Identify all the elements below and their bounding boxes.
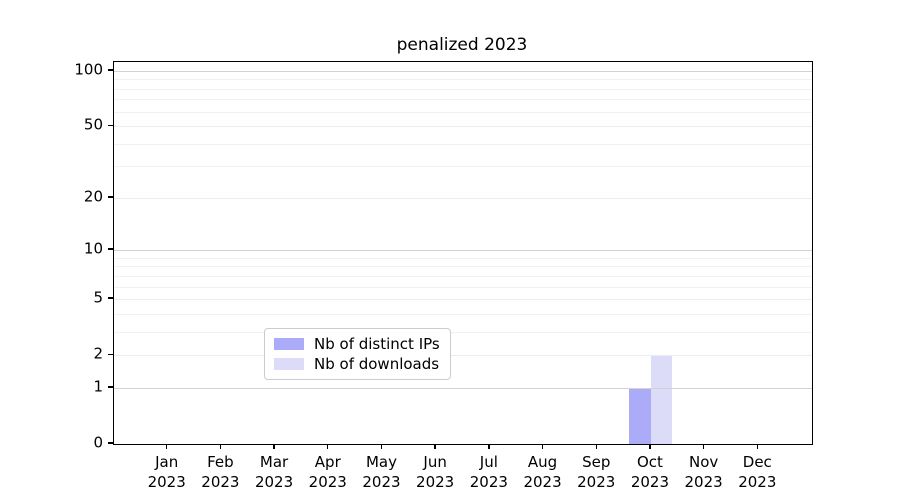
x-tick-mark-9	[595, 444, 597, 450]
gridline-y-5	[114, 299, 812, 301]
x-tick-mark-3	[273, 444, 275, 450]
y-tick-label-10: 10	[83, 239, 103, 258]
gridline-y-4	[114, 313, 812, 315]
legend-label-distinct-ips: Nb of distinct IPs	[314, 335, 440, 353]
bar-nb-of-downloads-9	[650, 355, 673, 444]
x-tick-mark-7	[488, 444, 490, 450]
x-tick-mark-6	[434, 444, 436, 450]
gridline-y-2	[114, 355, 812, 357]
y-tick-label-2: 2	[93, 344, 103, 363]
gridline-y-20	[114, 197, 812, 199]
y-tick-mark-50	[108, 124, 113, 126]
legend-label-downloads: Nb of downloads	[314, 355, 440, 373]
x-tick-label-10: Oct 2023	[630, 453, 670, 491]
x-tick-label-6: Jun 2023	[416, 453, 455, 491]
gridline-y-60	[114, 111, 812, 113]
y-tick-mark-0	[108, 442, 113, 444]
gridline-y-50	[114, 126, 812, 128]
x-tick-label-3: Mar 2023	[254, 453, 294, 491]
x-tick-mark-12	[756, 444, 758, 450]
x-tick-mark-4	[327, 444, 329, 450]
bar-nb-of-distinct-ips-9	[629, 387, 651, 444]
chart-title: penalized 2023	[396, 35, 528, 55]
x-tick-mark-1	[165, 444, 168, 450]
y-tick-mark-5	[108, 297, 113, 299]
gridline-y-6	[114, 286, 812, 288]
y-tick-mark-20	[108, 196, 113, 198]
gridline-y-10	[114, 250, 812, 252]
y-tick-label-1: 1	[93, 377, 103, 396]
x-tick-mark-10	[649, 444, 651, 450]
y-tick-label-5: 5	[93, 288, 103, 307]
gridline-y-8	[114, 266, 812, 268]
legend-item-downloads: Nb of downloads	[274, 355, 440, 373]
legend: Nb of distinct IPs Nb of downloads	[264, 328, 451, 380]
x-tick-label-2: Feb 2023	[201, 453, 240, 491]
y-tick-mark-100	[108, 69, 113, 71]
x-tick-label-8: Aug 2023	[523, 453, 562, 491]
x-tick-label-9: Sep 2023	[577, 453, 616, 491]
x-tick-mark-11	[702, 444, 705, 450]
gridline-y-100	[114, 70, 812, 72]
y-tick-label-20: 20	[83, 187, 103, 206]
x-tick-mark-8	[541, 444, 544, 450]
plot-area	[113, 61, 813, 445]
x-tick-label-5: May 2023	[362, 453, 401, 491]
x-tick-label-1: Jan 2023	[147, 453, 186, 491]
gridline-y-30	[114, 166, 812, 168]
x-tick-mark-2	[219, 444, 222, 450]
x-tick-label-7: Jul 2023	[469, 453, 508, 491]
y-tick-mark-10	[108, 248, 113, 250]
gridline-y-1	[114, 387, 812, 389]
y-tick-label-0: 0	[93, 433, 103, 452]
gridline-y-7	[114, 275, 812, 277]
gridline-y-3	[114, 331, 812, 333]
legend-swatch-distinct-ips	[274, 338, 304, 350]
gridline-y-9	[114, 257, 812, 259]
y-tick-mark-1	[108, 386, 113, 388]
gridline-y-70	[114, 99, 812, 101]
legend-swatch-downloads	[274, 358, 304, 370]
gridline-y-90	[114, 79, 812, 81]
x-tick-label-4: Apr 2023	[308, 453, 347, 491]
x-tick-label-11: Nov 2023	[684, 453, 723, 491]
x-tick-mark-5	[380, 444, 383, 450]
y-tick-label-100: 100	[74, 60, 103, 79]
legend-item-distinct-ips: Nb of distinct IPs	[274, 335, 440, 353]
gridline-y-80	[114, 88, 812, 90]
y-tick-mark-2	[108, 353, 113, 355]
y-tick-label-50: 50	[83, 115, 103, 134]
x-tick-label-12: Dec 2023	[738, 453, 777, 491]
gridline-y-40	[114, 143, 812, 145]
